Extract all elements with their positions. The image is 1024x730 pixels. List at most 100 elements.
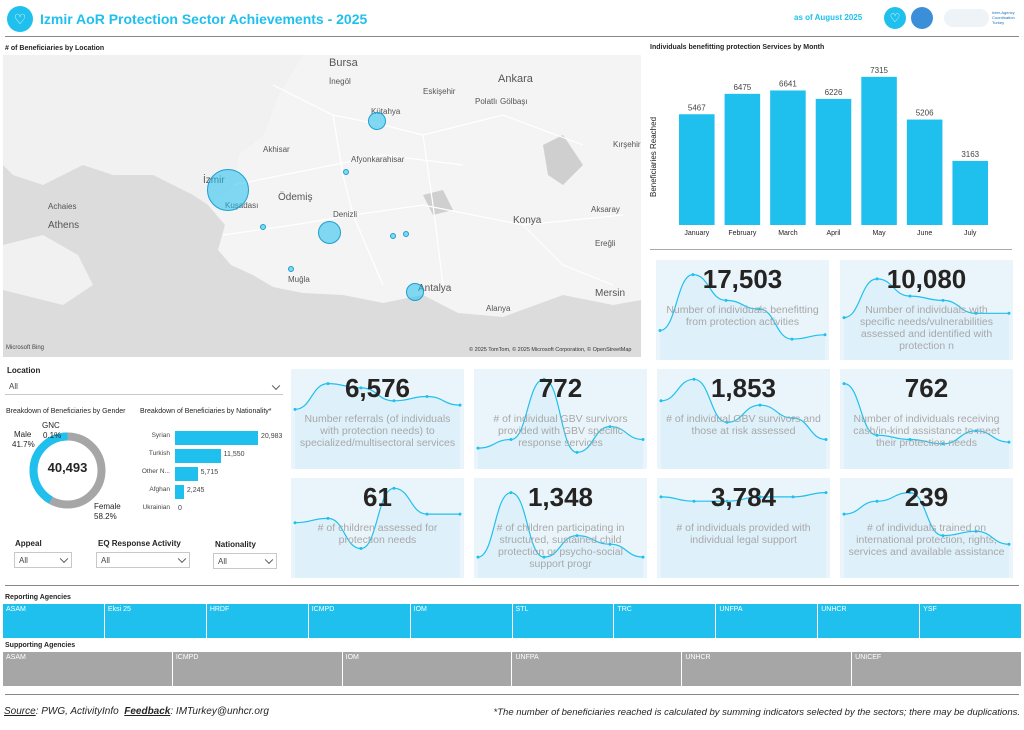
nationality-bar[interactable] xyxy=(175,467,198,481)
kpi-label: # of individual GBV survivors provided w… xyxy=(493,413,628,449)
map-city-label: Ereğli xyxy=(595,239,616,248)
agency-tile[interactable]: UNICEF xyxy=(852,652,1021,686)
supporting-agencies-list: ASAM ICMPD IOM UNFPA UNHCR UNICEF xyxy=(3,652,1021,686)
map-bubble-isparta[interactable] xyxy=(403,231,409,237)
map-bubble-denizli[interactable] xyxy=(318,221,341,244)
map-city-label: Antalya xyxy=(418,283,452,294)
eq-activity-value: All xyxy=(101,556,110,565)
bar-march[interactable] xyxy=(770,90,806,226)
nationality-value: 0 xyxy=(178,505,182,512)
agency-tile[interactable]: Eksi 25 xyxy=(104,604,206,638)
agency-tile[interactable]: STL xyxy=(512,604,614,638)
bar-june[interactable] xyxy=(906,119,943,225)
agency-tile[interactable]: IOM xyxy=(342,652,512,686)
as-of-date: as of August 2025 xyxy=(794,13,863,22)
agency-tile[interactable]: UNFPA xyxy=(512,652,682,686)
female-pct: 58.2% xyxy=(94,512,117,521)
map-city-label: Kütahya xyxy=(371,107,401,116)
agency-tile[interactable]: IOM xyxy=(410,604,512,638)
map-bubble-kutahya[interactable] xyxy=(368,112,386,130)
kpi-value: 239 xyxy=(904,482,949,512)
kpi-card: 61 # of children assessed for protection … xyxy=(291,478,464,578)
map-city-label: Bursa xyxy=(329,57,358,69)
kpi-value: 61 xyxy=(363,482,392,512)
agency-tile[interactable]: ICMPD xyxy=(172,652,342,686)
kpi-value: 1,348 xyxy=(527,482,594,512)
agency-tile[interactable]: TRC xyxy=(614,604,716,638)
nationality-filter-label: Nationality xyxy=(215,540,256,549)
bar-july[interactable] xyxy=(952,160,988,225)
nationality-value: 2,245 xyxy=(186,487,205,494)
x-tick-label: July xyxy=(964,230,977,237)
agency-tile[interactable]: UNHCR xyxy=(818,604,920,638)
nationality-bar[interactable] xyxy=(175,449,221,463)
nationality-dropdown[interactable]: All xyxy=(213,553,277,569)
kpi-sparkline xyxy=(476,377,645,469)
map-city-label: Ödemiş xyxy=(278,192,313,203)
map-bubble-izmir[interactable] xyxy=(207,169,249,211)
kpi-value: 17,503 xyxy=(702,264,783,294)
agency-tile[interactable]: HRDF xyxy=(206,604,308,638)
map-bubble-mugla[interactable] xyxy=(288,266,294,272)
kpi-sparkline xyxy=(842,382,1011,469)
protection-logo-icon: ♡ xyxy=(7,6,33,32)
map-terrain xyxy=(3,55,641,357)
x-tick-label: June xyxy=(917,230,932,237)
kpi-value: 6,576 xyxy=(344,373,411,403)
kpi-card: 1,853 # of individual GBV survivors and t… xyxy=(657,369,830,469)
map-city-label: Denizli xyxy=(333,210,358,219)
y-axis-label: Beneficiaries Reached xyxy=(649,117,658,197)
chevron-down-icon xyxy=(177,554,187,564)
bar-april[interactable] xyxy=(815,98,852,225)
kpi-sparkline xyxy=(842,277,1011,360)
map-bubble-aydin[interactable] xyxy=(260,224,266,230)
chevron-down-icon xyxy=(271,381,281,390)
kpi-value: 3,784 xyxy=(710,482,777,512)
map-city-label: İnegöl xyxy=(329,77,351,86)
agency-tile[interactable]: UNFPA xyxy=(716,604,818,638)
eq-activity-label: EQ Response Activity xyxy=(98,539,181,548)
map-bubble-antalya[interactable] xyxy=(406,283,424,301)
kpi-value: 772 xyxy=(538,373,583,403)
nationality-value: 20,983 xyxy=(261,433,283,440)
map-attribution[interactable]: © 2025 TomTom, © 2025 Microsoft Corporat… xyxy=(469,347,632,353)
x-tick-label: May xyxy=(872,230,886,237)
agency-tile[interactable]: ASAM xyxy=(3,604,104,638)
monthly-chart-title: Individuals benefitting protection Servi… xyxy=(650,44,825,51)
x-tick-label: January xyxy=(684,230,709,237)
kpi-label: # of individuals trained on internationa… xyxy=(848,522,1005,558)
un-logo-icon xyxy=(911,7,933,29)
nationality-bar[interactable] xyxy=(175,485,184,499)
male-segment[interactable] xyxy=(29,432,106,509)
kpi-label: Number referrals (of individuals with pr… xyxy=(299,413,456,449)
eq-activity-dropdown[interactable]: All xyxy=(96,552,190,568)
bar-may[interactable] xyxy=(861,76,897,225)
location-dropdown[interactable]: All xyxy=(5,379,283,395)
bar-february[interactable] xyxy=(724,93,761,225)
feedback-label: Feedback xyxy=(124,706,171,717)
map-city-label: Ankara xyxy=(498,73,533,85)
map-city-label: Aksaray xyxy=(591,205,620,214)
x-tick-label: February xyxy=(728,230,757,237)
bar-january[interactable] xyxy=(679,114,715,225)
agency-tile[interactable]: UNHCR xyxy=(682,652,852,686)
bar-value-label: 6641 xyxy=(779,79,797,88)
chart-divider xyxy=(650,249,1012,250)
bar-value-label: 5467 xyxy=(688,103,706,112)
nationality-bar[interactable] xyxy=(175,431,258,445)
kpi-sparkline xyxy=(476,491,645,578)
reporting-agencies-list: ASAM Eksi 25 HRDF ICMPD IOM STL TRC UNFPA UNHCR Y… xyxy=(3,604,1022,638)
gnc-label: GNC xyxy=(42,421,60,430)
map-city-label: Konya xyxy=(513,215,542,226)
map-city-label: Achaies xyxy=(48,202,77,211)
map-bubble-burdur[interactable] xyxy=(390,233,396,239)
kpi-card: 762 Number of individuals receiving cash/… xyxy=(840,369,1013,469)
agency-tile[interactable]: ICMPD xyxy=(308,604,410,638)
beneficiaries-map[interactable]: Bursa Ankara Eskişehir Kütahya Polatlı G… xyxy=(3,55,641,357)
agency-tile[interactable]: ASAM xyxy=(3,652,172,686)
map-bubble-afyon[interactable] xyxy=(343,169,349,175)
x-tick-label: March xyxy=(778,230,798,237)
appeal-dropdown[interactable]: All xyxy=(14,552,72,568)
gender-total: 40,493 xyxy=(47,460,88,475)
agency-tile[interactable]: YSF xyxy=(920,604,1022,638)
